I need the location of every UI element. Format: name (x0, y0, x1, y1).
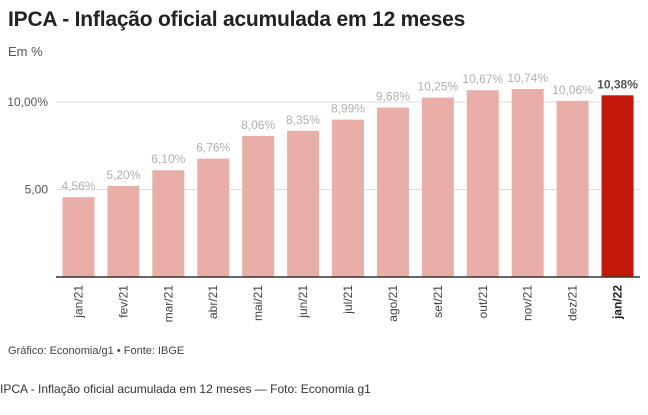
bar-1 (107, 185, 140, 277)
data-label-11: 10,06% (552, 83, 593, 97)
x-tick-label-3: abr/21 (206, 285, 220, 319)
bar-8 (421, 97, 454, 278)
data-label-0: 4,56% (61, 179, 95, 193)
bar-6 (332, 119, 364, 277)
x-tick-label-7: ago/21 (386, 285, 400, 322)
bar-9 (466, 90, 499, 277)
bar-10 (511, 89, 544, 277)
data-label-6: 8,99% (331, 102, 365, 116)
x-tick-label-9: out/21 (476, 285, 490, 319)
bar-2 (152, 170, 185, 277)
y-axis-ticks: 5,00 10,00% (7, 95, 48, 197)
x-tick-label-8: set/21 (431, 285, 445, 318)
data-labels: 4,56% 5,20% 6,10% 6,76% 8,06% 8,35% 8,99% 9,68%… (61, 71, 638, 193)
x-axis-ticks: jan/21 fev/21 mar/21 abr/21 mai/21 jun/21 jul/… (71, 285, 624, 323)
data-label-4: 8,06% (241, 118, 275, 132)
bar-4 (242, 135, 275, 277)
data-label-10: 10,74% (507, 71, 548, 85)
bar-3 (197, 158, 230, 277)
data-label-1: 5,20% (106, 168, 140, 182)
bar-7 (376, 107, 409, 277)
x-tick-label-1: fev/21 (116, 285, 130, 318)
chart-source: Gráfico: Economia/g1 • Fonte: IBGE (8, 345, 185, 357)
data-label-7: 9,68% (376, 90, 410, 104)
bars (62, 89, 634, 278)
x-tick-label-12: jan/22 (611, 285, 625, 320)
data-label-3: 6,76% (196, 141, 230, 155)
y-tick-label-0: 5,00 (25, 182, 49, 196)
y-tick-label-1: 10,00% (7, 95, 48, 109)
data-label-8: 10,25% (417, 80, 458, 94)
bar-5 (287, 130, 320, 277)
bar-12 (601, 95, 634, 278)
x-tick-label-10: nov/21 (521, 285, 535, 321)
data-label-2: 6,10% (151, 152, 185, 166)
bar-0 (62, 197, 95, 277)
data-label-5: 8,35% (286, 113, 320, 127)
x-tick-label-0: jan/21 (71, 285, 85, 319)
x-tick-label-4: mai/21 (251, 285, 265, 321)
x-tick-label-5: jun/21 (296, 285, 310, 319)
bar-11 (556, 100, 589, 277)
data-label-12: 10,38% (597, 77, 638, 91)
bar-chart: 5,00 10,00% 4,56% 5,20% 6,10% 6,76% 8,06% 8,35… (7, 71, 640, 323)
chart-unit-label: Em % (8, 44, 43, 59)
chart-title: IPCA - Inflação oficial acumulada em 12 … (8, 8, 466, 31)
x-tick-label-6: jul/21 (341, 285, 355, 315)
data-label-9: 10,67% (462, 72, 503, 86)
photo-caption: IPCA - Inflação oficial acumulada em 12 … (0, 382, 371, 396)
x-tick-label-11: dez/21 (566, 285, 580, 321)
x-tick-label-2: mar/21 (161, 285, 175, 323)
